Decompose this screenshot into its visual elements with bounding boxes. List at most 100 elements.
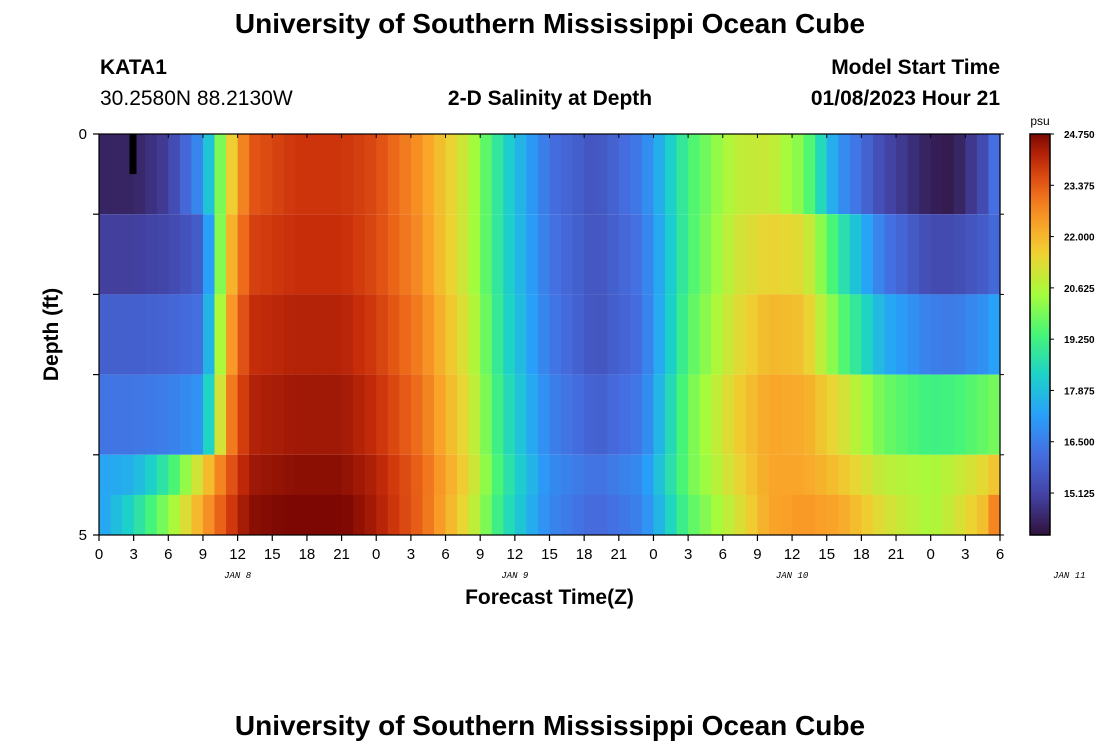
heatmap-cell (272, 134, 285, 215)
heatmap-cell (768, 494, 782, 535)
heatmap-cell (942, 214, 955, 295)
heatmap-cell (468, 294, 481, 375)
colorbar-unit: psu (1030, 114, 1049, 128)
heatmap-cell (526, 374, 539, 455)
heatmap-cell (318, 294, 331, 375)
heatmap-cell (549, 214, 562, 295)
heatmap-cell (110, 494, 123, 535)
heatmap-cell (711, 374, 724, 455)
heatmap-cell (433, 294, 447, 375)
heatmap-cell (249, 374, 262, 455)
heatmap-cell (503, 214, 516, 295)
heatmap-cell (976, 494, 990, 535)
x-tick-label: 12 (507, 546, 524, 563)
x-tick-label: 6 (719, 546, 727, 563)
heatmap-cell (988, 374, 1001, 455)
heatmap-cell (272, 214, 285, 295)
heatmap-cell (607, 374, 620, 455)
heatmap-cell (399, 214, 412, 295)
heatmap-cell (595, 494, 608, 535)
heatmap-cell (734, 494, 747, 535)
date-label: JAN 8 (224, 571, 252, 581)
heatmap-cell (179, 134, 193, 215)
heatmap-cell (745, 214, 759, 295)
heatmap-cell (145, 134, 158, 215)
heatmap-cell (907, 214, 920, 295)
heatmap-cell (722, 214, 735, 295)
colorbar-tick-label: 23.375 (1064, 181, 1095, 192)
heatmap-cell (665, 494, 678, 535)
colorbar-ticks: 24.750 23.375 22.000 20.625 19.250 17.875 16.5… (1050, 130, 1095, 500)
heatmap-cell (699, 374, 712, 455)
x-tick-label: 12 (784, 546, 801, 563)
heatmap-cell (872, 214, 886, 295)
heatmap-cell (688, 494, 701, 535)
heatmap-cell (202, 214, 216, 295)
x-tick-label: 18 (576, 546, 593, 563)
heatmap-cell (942, 494, 955, 535)
heatmap-cell (226, 494, 239, 535)
heatmap-cell (884, 214, 897, 295)
heatmap-cell (410, 214, 424, 295)
x-tick-label: 21 (888, 546, 905, 563)
heatmap-cell (249, 494, 262, 535)
footer-title: University of Southern Mississippi Ocean… (234, 710, 866, 741)
heatmap-cell (387, 494, 400, 535)
heatmap-cell (457, 134, 470, 215)
heatmap-cell (572, 374, 585, 455)
heatmap-cell (618, 134, 631, 215)
colorbar-tick-label: 16.500 (1064, 438, 1095, 449)
colorbar-tick-label: 19.250 (1064, 335, 1095, 346)
colorbar: psu 24.750 23.375 22.000 20.625 19.250 17.875… (1029, 114, 1095, 536)
heatmap-cell (861, 374, 874, 455)
heatmap-cell (849, 494, 862, 535)
x-tick-label: 15 (264, 546, 281, 563)
heatmap-cell (780, 374, 793, 455)
heatmap-cell (537, 494, 551, 535)
heatmap-cell (584, 374, 597, 455)
heatmap-cell (849, 374, 862, 455)
heatmap-cell (907, 374, 920, 455)
heatmap-cell (665, 294, 678, 375)
heatmap-cell (110, 294, 123, 375)
station-id: KATA1 (100, 56, 167, 79)
heatmap-cell (595, 294, 608, 375)
heatmap-cell (734, 294, 747, 375)
heatmap-cell (734, 214, 747, 295)
heatmap-cell (953, 494, 966, 535)
x-tick-label: 12 (229, 546, 246, 563)
heatmap-cell (260, 294, 273, 375)
heatmap-cell (688, 134, 701, 215)
heatmap-cell (422, 134, 435, 215)
x-tick-label: 0 (372, 546, 380, 563)
heatmap-cell (156, 374, 169, 455)
heatmap-cell (364, 214, 377, 295)
heatmap-cell (156, 494, 169, 535)
heatmap-cell (561, 134, 574, 215)
heatmap-cell (295, 374, 308, 455)
heatmap-cell (468, 214, 481, 295)
heatmap-cell (399, 134, 412, 215)
heatmap-cell (884, 374, 897, 455)
heatmap-cell (549, 294, 562, 375)
model-start-value: 01/08/2023 Hour 21 (810, 87, 1000, 110)
x-tick-label: 3 (129, 546, 137, 563)
heatmap-cell (376, 294, 389, 375)
heatmap-cell (711, 134, 724, 215)
heatmap-cell (491, 374, 504, 455)
heatmap-cell (688, 214, 701, 295)
colorbar-tick-label: 20.625 (1064, 284, 1095, 295)
x-tick-label: 3 (684, 546, 692, 563)
heatmap-cell (122, 374, 135, 455)
heatmap-cell (330, 294, 343, 375)
heatmap-cell (930, 494, 943, 535)
heatmap-cell (480, 134, 493, 215)
heatmap-cell (283, 294, 296, 375)
model-start-label: Model Start Time (831, 56, 1000, 79)
heatmap-cell (399, 294, 412, 375)
heatmap-cell (503, 294, 516, 375)
heatmap-cell (768, 214, 782, 295)
heatmap-cell (861, 214, 874, 295)
heatmap-cell (618, 374, 631, 455)
heatmap-cell (757, 294, 770, 375)
